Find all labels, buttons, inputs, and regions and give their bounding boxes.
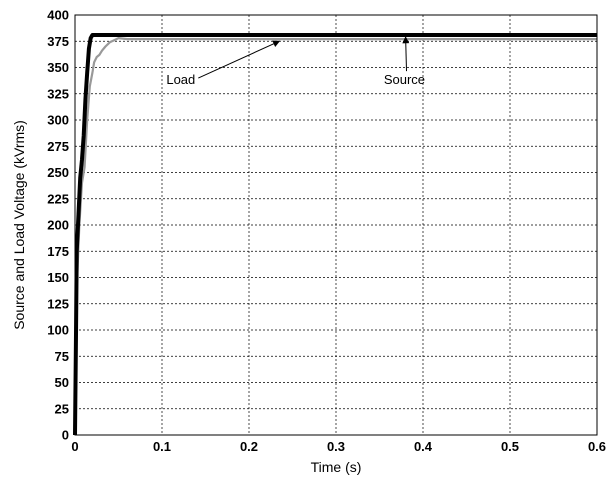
x-tick-label: 0.6 [588,439,606,454]
y-tick-label: 200 [47,218,69,233]
y-tick-label: 25 [55,401,69,416]
y-tick-label: 250 [47,165,69,180]
plot-frame [74,14,598,436]
y-tick-label: 0 [62,428,69,443]
y-tick-label: 325 [47,86,69,101]
y-tick-label: 225 [47,191,69,206]
annotation-source-label: Source [384,72,425,87]
grid-lines [75,15,597,435]
series-source-line [73,32,597,436]
series-load-line [73,36,597,436]
x-tick-label: 0.5 [501,439,519,454]
annotation-load-label: Load [166,72,195,87]
y-tick-label: 100 [47,323,69,338]
x-tick-label: 0.3 [327,439,345,454]
x-tick-labels: 0 0.1 0.2 0.3 0.4 0.5 0.6 [71,439,606,454]
y-tick-label: 275 [47,139,69,154]
y-tick-label: 400 [47,8,69,23]
x-tick-label: 0 [71,439,78,454]
x-tick-label: 0.2 [240,439,258,454]
y-tick-label: 75 [55,349,69,364]
y-tick-label: 350 [47,60,69,75]
y-tick-label: 300 [47,113,69,128]
y-tick-label: 50 [55,375,69,390]
annotations: Load Source [166,36,425,87]
y-tick-labels: 0 25 50 75 100 125 150 175 200 225 250 275 300 325 350… [47,8,69,443]
x-tick-label: 0.4 [414,439,433,454]
y-tick-label: 175 [47,244,69,259]
series-layer [73,32,597,436]
y-tick-label: 150 [47,270,69,285]
y-tick-label: 125 [47,296,69,311]
y-axis-label: Source and Load Voltage (kVrms) [11,120,27,330]
y-tick-label: 375 [47,34,69,49]
x-tick-label: 0.1 [153,439,171,454]
annotation-load-arrow [198,40,281,79]
annotation-source-arrow [402,36,410,72]
x-axis-label: Time (s) [311,459,362,475]
